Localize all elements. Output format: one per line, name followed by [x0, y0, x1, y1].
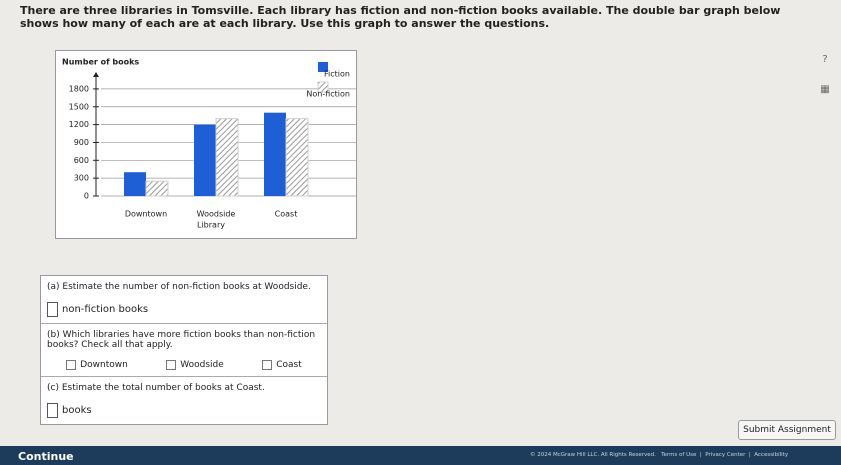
legend-swatch — [317, 81, 329, 93]
x-axis-label: Library — [197, 221, 225, 230]
submit-button[interactable]: Submit Assignment — [738, 420, 836, 440]
answer-input[interactable] — [47, 403, 58, 418]
y-tick-label: 600 — [74, 156, 89, 165]
chart-panel: Number of books Library 0 300 600 900 1200 15… — [55, 50, 376, 239]
y-tick-label: 0 — [84, 192, 89, 201]
y-tick-label: 300 — [74, 174, 89, 183]
x-tick-label: Woodside — [197, 210, 236, 219]
instructions: There are three libraries in Tomsville. … — [20, 4, 781, 30]
checkbox[interactable] — [262, 360, 273, 370]
continue-button[interactable]: Continue — [18, 450, 74, 463]
y-axis-label: Number of books — [62, 58, 139, 67]
help-icon[interactable]: ? — [822, 54, 828, 65]
footer: © 2024 McGraw Hill LLC. All Rights Reser… — [530, 452, 789, 458]
x-tick-label: Downtown — [125, 210, 167, 219]
legend-label: Non-fiction — [306, 90, 350, 99]
question: (a) Estimate the number of non-fiction b… — [41, 276, 327, 324]
y-tick-label: 1200 — [69, 120, 89, 129]
chart: Number of books Library 0 300 600 900 1200 15… — [62, 58, 376, 230]
bar — [145, 180, 169, 197]
checkbox[interactable] — [166, 360, 177, 370]
answer-input[interactable] — [47, 302, 58, 317]
answer-unit: books — [62, 405, 92, 416]
legend-label: Fiction — [324, 70, 350, 79]
question-text: (a) Estimate the number of non-fiction b… — [47, 282, 311, 292]
option-label: Woodside — [180, 360, 224, 370]
bar — [264, 112, 286, 196]
y-tick-label: 1500 — [69, 102, 89, 111]
option-label: Downtown — [80, 360, 128, 370]
questions-panel: (a) Estimate the number of non-fiction b… — [40, 275, 328, 425]
checkbox[interactable] — [66, 360, 77, 370]
answer-unit: non-fiction books — [62, 304, 149, 315]
bar — [124, 172, 146, 196]
y-tick-label: 900 — [74, 138, 89, 147]
x-tick-label: Coast — [275, 210, 298, 219]
option-label: Coast — [276, 360, 302, 370]
calculator-icon[interactable]: ▦ — [820, 84, 830, 95]
y-tick-label: 1800 — [69, 84, 89, 93]
bar — [215, 118, 239, 197]
question-text: (b) Which libraries have more fiction bo… — [47, 330, 316, 350]
question: (c) Estimate the total number of books a… — [41, 377, 327, 424]
question: (b) Which libraries have more fiction bo… — [41, 324, 327, 377]
bar — [194, 124, 216, 196]
question-text: (c) Estimate the total number of books a… — [47, 383, 265, 393]
bar — [285, 118, 309, 197]
legend-swatch — [318, 62, 328, 72]
bottom-bar — [0, 446, 841, 465]
